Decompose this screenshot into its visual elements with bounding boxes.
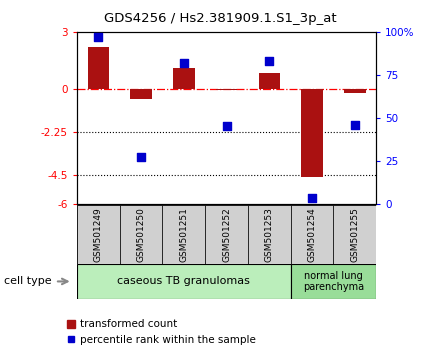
Text: normal lung
parenchyma: normal lung parenchyma [303,270,364,292]
Bar [162,205,205,264]
Bar [88,47,109,89]
Point [308,195,315,201]
Text: GDS4256 / Hs2.381909.1.S1_3p_at: GDS4256 / Hs2.381909.1.S1_3p_at [104,12,336,25]
Bar [77,205,120,264]
Bar [216,89,237,90]
Bar [130,89,152,99]
Text: GSM501252: GSM501252 [222,207,231,262]
Text: GSM501250: GSM501250 [136,207,146,262]
Text: cell type: cell type [4,276,52,286]
Text: caseous TB granulomas: caseous TB granulomas [117,276,250,286]
Legend: transformed count, percentile rank within the sample: transformed count, percentile rank withi… [62,315,260,349]
Point [95,34,102,40]
Bar [77,264,291,299]
Bar [344,89,366,93]
Bar [248,205,291,264]
Bar [291,205,334,264]
Text: GSM501249: GSM501249 [94,207,103,262]
Bar [259,73,280,89]
Point [138,154,145,160]
Text: GSM501255: GSM501255 [350,207,359,262]
Bar [120,205,162,264]
Bar [291,264,376,299]
Point [180,60,187,65]
Text: GSM501254: GSM501254 [308,207,317,262]
Text: GSM501253: GSM501253 [265,207,274,262]
Bar [334,205,376,264]
Bar [301,89,323,177]
Bar [173,68,194,89]
Text: GSM501251: GSM501251 [180,207,188,262]
Point [266,58,273,64]
Point [223,124,230,129]
Point [351,122,358,127]
Bar [205,205,248,264]
